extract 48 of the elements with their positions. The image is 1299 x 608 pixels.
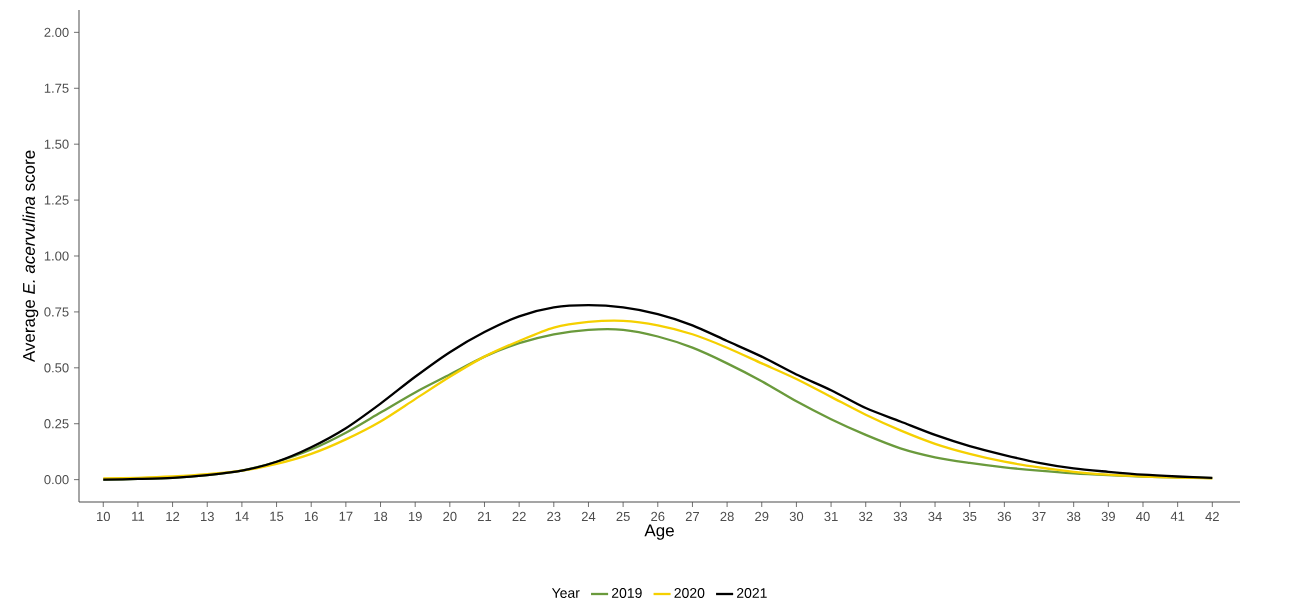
x-tick-label: 27 [685,511,700,521]
legend-label: 2020 [674,588,705,598]
x-tick-label: 24 [581,511,596,521]
y-tick-label: 1.25 [44,195,69,205]
x-tick-label: 21 [477,511,492,521]
x-tick-label: 29 [755,511,769,522]
x-tick-label: 17 [339,511,353,521]
legend-label: 2019 [611,588,642,598]
legend-label: 2021 [736,588,767,598]
x-tick-label: 39 [1101,511,1115,522]
x-tick-label: 34 [928,511,942,522]
x-tick-label: 13 [200,511,214,522]
x-tick-label: 41 [1170,511,1185,521]
y-tick-label: 1.00 [44,251,69,261]
x-tick-label: 18 [374,511,388,522]
y-tick-label: 1.75 [44,83,69,93]
y-tick-label: 0.25 [44,419,69,429]
x-tick-label: 40 [1136,511,1150,522]
x-tick-label: 37 [1032,511,1046,522]
y-tick-label: 0.50 [44,363,69,373]
x-tick-label: 22 [512,511,526,521]
x-tick-label: 10 [97,511,110,522]
y-axis-title: Average E. acervulina score [22,150,39,363]
x-tick-label: 16 [304,511,318,522]
legend-title: Year [551,588,580,598]
y-tick-label: 2.00 [44,27,69,37]
x-tick-label: 12 [166,511,180,521]
x-tick-label: 31 [824,511,838,522]
x-tick-label: 11 [132,511,145,521]
x-tick-label: 36 [997,511,1012,522]
x-tick-label: 30 [789,511,804,522]
x-tick-label: 15 [270,511,284,521]
x-tick-label: 23 [547,511,561,522]
y-tick-label: 1.50 [44,139,69,149]
x-tick-label: 19 [408,511,422,522]
x-tick-label: 32 [859,511,873,522]
x-tick-label: 38 [1066,511,1081,522]
x-tick-label: 28 [720,511,734,522]
x-tick-label: 20 [443,511,457,522]
x-axis-title: Age [644,524,674,540]
x-tick-label: 42 [1205,511,1219,521]
x-tick-label: 33 [893,511,908,522]
x-tick-label: 26 [651,511,665,522]
x-tick-label: 14 [235,511,249,521]
y-tick-label: 0.00 [44,475,69,485]
x-tick-label: 25 [616,511,630,522]
x-tick-label: 35 [962,511,977,522]
y-tick-label: 0.75 [44,307,69,317]
